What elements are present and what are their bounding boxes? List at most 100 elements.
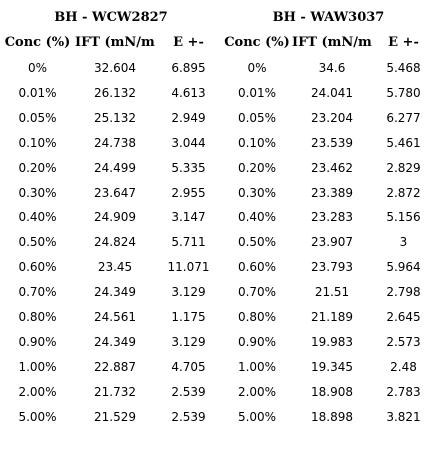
table-row: 2.00% 21.732 2.539 2.00% 18.908 2.783	[0, 380, 435, 405]
ift-left-cell: 24.824	[94, 235, 136, 250]
error-right-cell: 2.783	[386, 384, 421, 399]
error-left-cell: 5.711	[171, 235, 206, 250]
conc-right-cell: 0.40%	[237, 210, 277, 225]
table-row: 0.40% 24.909 3.147 0.40% 23.283 5.156	[0, 205, 435, 230]
conc-right-cell: 0.20%	[237, 160, 277, 175]
error-left-cell: 3.044	[171, 135, 206, 150]
ift-left-cell: 32.604	[94, 61, 136, 75]
table-row: 0.05% 25.132 2.949 0.05% 23.204 6.277	[0, 106, 435, 131]
error-left-cell: 2.949	[171, 110, 206, 125]
table-row: 1.00% 22.887 4.705 1.00% 19.345 2.48	[0, 355, 435, 380]
table-row: 0% 32.604 6.895 0% 34.6 5.468	[0, 56, 435, 81]
table-row: 0.50% 24.824 5.711 0.50% 23.907 3	[0, 230, 435, 255]
ift-left-cell: 21.732	[94, 384, 136, 399]
header-ift-left: IFT (mN/m)	[75, 35, 155, 50]
conc-right-cell: 0.50%	[237, 235, 277, 250]
error-right-cell: 2.872	[386, 185, 421, 200]
ift-left-cell: 22.887	[94, 359, 136, 374]
error-left-cell: 5.335	[171, 160, 206, 175]
conc-right-cell: 2.00%	[237, 384, 277, 399]
error-left-cell: 2.539	[171, 384, 206, 399]
ift-right-cell: 23.389	[311, 185, 353, 200]
conc-left-cell: 0.90%	[18, 334, 57, 349]
conc-right-cell: 0.70%	[237, 285, 277, 300]
error-right-cell: 3	[399, 235, 408, 250]
conc-left-cell: 0.60%	[18, 260, 57, 275]
header-conc-left: Conc (%)	[4, 35, 71, 50]
conc-left-cell: 0.80%	[18, 310, 57, 325]
group-title-waw3037: BH - WAW3037	[272, 10, 385, 25]
header-error-left: E +-	[173, 35, 204, 50]
ift-left-cell: 24.349	[94, 285, 136, 300]
ift-right-cell: 23.462	[311, 160, 353, 175]
error-right-cell: 5.468	[386, 61, 421, 75]
conc-left-cell: 0.05%	[18, 110, 57, 125]
ift-right-cell: 18.898	[311, 409, 353, 424]
error-right-cell: 5.156	[386, 210, 421, 225]
ift-left-cell: 23.647	[94, 185, 136, 200]
conc-right-cell: 5.00%	[237, 409, 277, 424]
error-left-cell: 1.175	[171, 310, 206, 325]
conc-right-cell: 0.10%	[237, 135, 277, 150]
table-row: 0.30% 23.647 2.955 0.30% 23.389 2.872	[0, 181, 435, 206]
table-row: 0.20% 24.499 5.335 0.20% 23.462 2.829	[0, 156, 435, 181]
conc-right-cell: 0.30%	[237, 185, 277, 200]
error-right-cell: 2.829	[386, 160, 421, 175]
conc-left-cell: 2.00%	[18, 384, 57, 399]
error-right-cell: 2.645	[386, 310, 421, 325]
error-right-cell: 5.964	[386, 260, 421, 275]
conc-right-cell: 1.00%	[237, 359, 277, 374]
error-left-cell: 11.071	[167, 260, 210, 275]
table-row: 0.10% 24.738 3.044 0.10% 23.539 5.461	[0, 131, 435, 156]
conc-left-cell: 0%	[27, 61, 48, 75]
ift-right-cell: 18.908	[311, 384, 353, 399]
conc-right-cell: 0.60%	[237, 260, 277, 275]
table-row: 5.00% 21.529 2.539 5.00% 18.898 3.821	[0, 405, 435, 430]
ift-right-cell: 23.283	[311, 210, 353, 225]
header-row: Conc (%) IFT (mN/m) E +- Conc (%) IFT (m…	[0, 30, 435, 56]
ift-left-cell: 23.45	[97, 260, 133, 275]
error-left-cell: 2.955	[171, 185, 206, 200]
error-right-cell: 2.48	[390, 359, 417, 374]
conc-right-cell: 0.90%	[237, 334, 277, 349]
conc-right-cell: 0.05%	[237, 110, 277, 125]
error-left-cell: 6.895	[171, 61, 206, 75]
error-left-cell: 3.129	[171, 334, 206, 349]
ift-left-cell: 24.738	[94, 135, 136, 150]
table-row: 0.70% 24.349 3.129 0.70% 21.51 2.798	[0, 280, 435, 305]
conc-left-cell: 0.10%	[18, 135, 57, 150]
ift-right-cell: 21.51	[314, 285, 350, 300]
error-left-cell: 4.705	[171, 359, 206, 374]
ift-left-cell: 24.561	[94, 310, 136, 325]
error-right-cell: 5.780	[386, 85, 421, 100]
conc-left-cell: 0.40%	[18, 210, 57, 225]
error-left-cell: 3.147	[171, 210, 206, 225]
error-right-cell: 6.277	[386, 110, 421, 125]
conc-left-cell: 5.00%	[18, 409, 57, 424]
table-body: 0% 32.604 6.895 0% 34.6 5.468 0.01% 26.132 4.613…	[0, 56, 435, 430]
error-left-cell: 2.539	[171, 409, 206, 424]
ift-right-cell: 19.345	[311, 359, 353, 374]
error-right-cell: 5.461	[386, 135, 421, 150]
conc-left-cell: 0.50%	[18, 235, 57, 250]
error-right-cell: 2.798	[386, 285, 421, 300]
ift-right-cell: 23.539	[311, 135, 353, 150]
table-row: 0.60% 23.45 11.071 0.60% 23.793 5.964	[0, 255, 435, 280]
conc-right-cell: 0.01%	[237, 85, 277, 100]
table-row: 0.01% 26.132 4.613 0.01% 24.041 5.780	[0, 81, 435, 106]
error-left-cell: 3.129	[171, 285, 206, 300]
conc-left-cell: 1.00%	[18, 359, 57, 374]
ift-right-cell: 23.204	[311, 110, 353, 125]
ift-right-cell: 21.189	[311, 310, 353, 325]
conc-right-cell: 0%	[247, 61, 267, 75]
ift-right-cell: 34.6	[318, 61, 346, 75]
conc-left-cell: 0.01%	[18, 85, 57, 100]
error-right-cell: 2.573	[386, 334, 421, 349]
ift-right-cell: 23.907	[311, 235, 353, 250]
ift-left-cell: 26.132	[94, 85, 136, 100]
conc-left-cell: 0.70%	[18, 285, 57, 300]
ift-left-cell: 24.349	[94, 334, 136, 349]
table-row: 0.90% 24.349 3.129 0.90% 19.983 2.573	[0, 330, 435, 355]
ift-left-cell: 21.529	[94, 409, 136, 424]
